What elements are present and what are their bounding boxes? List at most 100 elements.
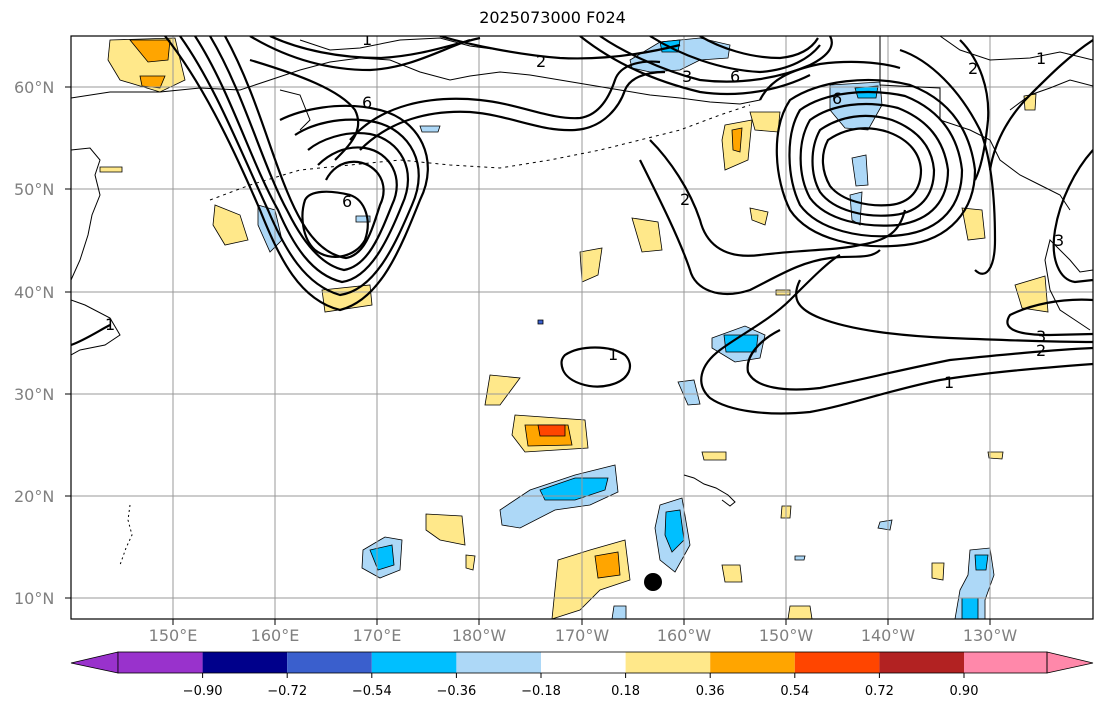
shade-patch [851,154,869,187]
lon-label: 140°W [860,626,916,645]
contour-line [959,39,990,181]
shade-patch [974,554,989,571]
lat-label: 60°N [14,78,55,97]
colorbar-tick-label: 0.18 [611,684,641,699]
coastline [279,89,311,131]
colorbar [70,651,1094,678]
contour-line [649,36,821,74]
contour-line [599,36,833,83]
contour-line [639,159,881,295]
contour-line [799,102,950,227]
contour-line [788,91,964,238]
lon-label: 160°E [250,626,300,645]
shade-patch [931,562,945,581]
lat-label: 50°N [14,180,55,199]
shade-patch [579,247,603,283]
colorbar-tick-label: 0.36 [695,684,725,699]
contour-line [649,139,907,257]
shade-patch [721,564,743,583]
colorbar-segment [794,652,880,673]
contour-label: 1 [362,30,372,49]
coastline [879,36,1071,211]
shade-patch [99,166,123,173]
contour-line [811,114,936,217]
shade-patch [537,319,544,325]
colorbar-tick-label: −0.36 [436,684,477,699]
map-title: 2025073000 F024 [479,8,626,27]
coastline [1009,79,1093,111]
contour-line [209,36,398,272]
shade-patch [139,75,166,89]
contour-line [164,36,429,312]
shade-patch [537,424,566,437]
coastline [119,504,133,566]
colorbar-tick-label: −0.18 [521,684,561,699]
contour-line [1052,149,1093,284]
coastline [1044,239,1093,331]
lon-label: 150°W [758,626,814,645]
shade-patch [631,217,663,253]
contour-line [71,324,111,347]
contour-line [249,58,360,161]
coastline [939,36,1093,61]
contour-line [439,36,681,60]
colorbar-extend-low [70,651,119,674]
shade-patch [1014,275,1049,313]
colorbar-tick-label: 0.72 [864,684,894,699]
shade-patch [465,554,476,571]
colorbar-segment [964,652,1047,673]
lat-label: 40°N [14,283,55,302]
colorbar-tick-label: 0.54 [780,684,810,699]
shade-patch [539,477,609,501]
contour-line [224,36,385,260]
axis-ticks [65,86,991,625]
contour-line [359,70,666,151]
contour-line [988,39,1093,171]
contour-line [700,254,1093,415]
contour-line [759,60,901,101]
contour-line [775,78,977,248]
contour-label: 3 [1036,327,1046,346]
shade-patch [484,374,521,406]
shade-patch [212,204,249,246]
shade-patch [369,544,395,571]
contour-line [249,36,471,72]
shade-patch [749,111,781,133]
shade-patch [877,519,893,531]
colorbar-segment [625,652,711,673]
shade-patch [749,207,769,226]
colorbar-segment [287,652,372,673]
colorbar-segment [541,652,626,673]
contour-line [301,190,369,258]
lon-label: 170°W [554,626,610,645]
colorbar-segment [456,652,541,673]
contour-label: 2 [536,52,546,71]
point-marker [644,573,662,591]
colorbar-segment [879,652,964,673]
coastline [71,147,101,281]
shade-patch [664,509,685,553]
contour-label: 1 [944,373,954,392]
contour-line [194,36,410,284]
contour-label: 2 [680,190,690,209]
colorbar-tick-label: −0.72 [267,684,308,699]
lat-label: 30°N [14,385,55,404]
colorbar-segment [710,652,795,673]
colorbar-segment [371,652,457,673]
graticule [71,36,1093,619]
shading-layer [99,37,1049,619]
contour-label: 6 [730,67,740,86]
shade-patch [129,39,171,63]
contour-line [579,36,811,96]
shade-patch [849,191,863,226]
coastlines [71,36,1093,566]
colorbar-tick-label: −0.90 [182,684,223,699]
colorbar-segment [202,652,288,673]
lat-label: 10°N [14,589,55,608]
coastline [71,299,121,356]
shade-patch [701,451,727,461]
contour-label: 2 [968,59,978,78]
lon-label: 160°W [656,626,712,645]
shade-patch [961,207,986,241]
contour-labels: 1 2 3 6 6 6 2 6 1 1 3 2 1 2 1 3 [105,30,1064,392]
